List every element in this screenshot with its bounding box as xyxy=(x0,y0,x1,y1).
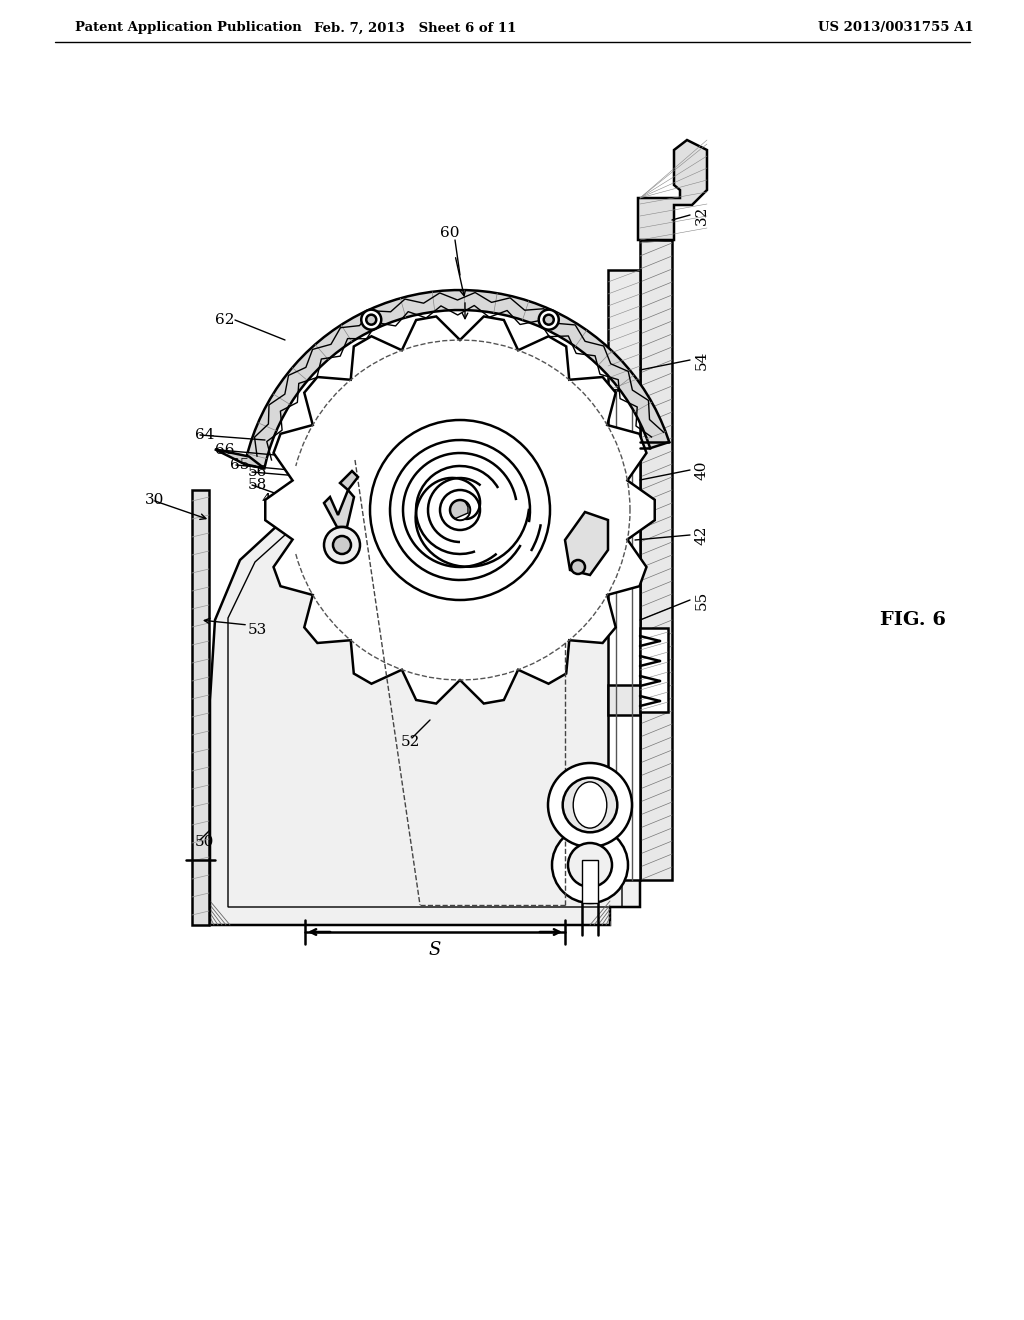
Circle shape xyxy=(370,420,550,601)
Circle shape xyxy=(440,490,480,531)
Polygon shape xyxy=(608,271,640,389)
Polygon shape xyxy=(608,389,640,880)
Circle shape xyxy=(361,310,381,330)
Text: 66: 66 xyxy=(215,444,234,457)
Text: 52: 52 xyxy=(400,735,420,748)
Polygon shape xyxy=(565,512,608,576)
Text: Patent Application Publication: Patent Application Publication xyxy=(75,21,302,34)
Text: 53: 53 xyxy=(248,623,267,638)
Circle shape xyxy=(539,310,559,330)
Polygon shape xyxy=(638,140,707,240)
Text: 32: 32 xyxy=(695,206,709,224)
Circle shape xyxy=(333,536,351,554)
Circle shape xyxy=(552,828,628,903)
Circle shape xyxy=(367,314,376,325)
Ellipse shape xyxy=(573,781,607,828)
Circle shape xyxy=(544,314,554,325)
Polygon shape xyxy=(265,317,654,704)
Polygon shape xyxy=(608,685,640,715)
Polygon shape xyxy=(324,490,354,527)
Circle shape xyxy=(571,560,585,574)
Polygon shape xyxy=(210,445,640,925)
Circle shape xyxy=(568,843,612,887)
Text: 42: 42 xyxy=(695,525,709,545)
Text: S: S xyxy=(429,941,441,960)
Circle shape xyxy=(450,500,470,520)
Text: 30: 30 xyxy=(145,492,165,507)
Polygon shape xyxy=(193,490,209,925)
Circle shape xyxy=(324,527,360,564)
Polygon shape xyxy=(340,471,358,490)
Text: 54: 54 xyxy=(695,350,709,370)
Text: FIG. 6: FIG. 6 xyxy=(880,611,946,630)
Text: 55: 55 xyxy=(695,590,709,610)
Polygon shape xyxy=(640,628,668,711)
Polygon shape xyxy=(582,861,598,903)
Text: 62: 62 xyxy=(215,313,234,327)
Polygon shape xyxy=(455,502,470,520)
Polygon shape xyxy=(640,240,672,880)
Text: 56: 56 xyxy=(248,465,267,479)
Text: US 2013/0031755 A1: US 2013/0031755 A1 xyxy=(818,21,974,34)
Text: 64: 64 xyxy=(195,428,214,442)
Polygon shape xyxy=(215,449,264,469)
Text: 65: 65 xyxy=(230,458,250,473)
Text: Feb. 7, 2013   Sheet 6 of 11: Feb. 7, 2013 Sheet 6 of 11 xyxy=(313,21,516,34)
Text: 44: 44 xyxy=(262,492,282,507)
Circle shape xyxy=(548,763,632,847)
Circle shape xyxy=(563,777,617,833)
Text: 46: 46 xyxy=(390,598,410,612)
Text: 58: 58 xyxy=(248,478,267,492)
Text: 50: 50 xyxy=(195,836,214,849)
Polygon shape xyxy=(245,290,670,469)
Text: 40: 40 xyxy=(695,461,709,479)
Text: 60: 60 xyxy=(440,226,460,240)
